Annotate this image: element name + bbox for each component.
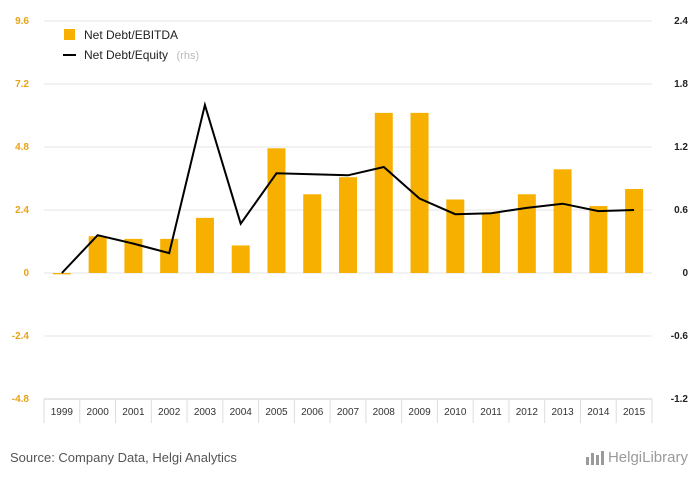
- right-tick-label: -1.2: [671, 394, 689, 405]
- bar: [124, 238, 143, 273]
- left-tick-label: 4.8: [15, 142, 29, 153]
- legend-label-line-group: Net Debt/Equity (rhs): [84, 46, 199, 63]
- bar: [195, 217, 214, 273]
- legend: Net Debt/EBITDA Net Debt/Equity (rhs): [63, 28, 199, 63]
- x-tick-label: 2010: [444, 407, 467, 418]
- right-tick-label: 0: [682, 268, 688, 279]
- bar: [231, 245, 250, 273]
- left-tick-label: 9.6: [15, 16, 29, 27]
- legend-swatch-bar: [64, 29, 75, 40]
- left-axis-ticks: 9.6 7.2 4.8 2.4 0 -2.4 -4.8: [12, 16, 30, 405]
- right-tick-label: -0.6: [671, 331, 689, 342]
- bar: [52, 273, 71, 275]
- x-tick-label: 2006: [301, 407, 324, 418]
- right-tick-label: 0.6: [674, 205, 688, 216]
- left-tick-label: 0: [23, 268, 29, 279]
- x-tick-label: 2005: [265, 407, 288, 418]
- x-tick-label: 2001: [122, 407, 145, 418]
- x-tick-label: 2000: [87, 407, 110, 418]
- left-tick-label: 7.2: [15, 79, 29, 90]
- legend-label-bar: Net Debt/EBITDA: [84, 28, 178, 42]
- library-icon: [585, 450, 604, 465]
- x-tick-label: 2009: [408, 407, 431, 418]
- bar: [267, 148, 286, 273]
- bar: [517, 194, 536, 273]
- x-tick-label: 1999: [51, 407, 74, 418]
- bar: [374, 112, 393, 273]
- x-tick-label: 2014: [587, 407, 610, 418]
- right-tick-label: 1.8: [674, 79, 688, 90]
- left-tick-label: 2.4: [15, 205, 29, 216]
- bar: [553, 169, 572, 273]
- bar: [88, 236, 107, 273]
- x-tick-label: 2012: [516, 407, 539, 418]
- x-axis-frame: [43, 398, 653, 423]
- left-tick-label: -4.8: [12, 394, 30, 405]
- x-tick-label: 2003: [194, 407, 217, 418]
- legend-rhs-note: (rhs): [177, 50, 200, 62]
- bar: [482, 212, 501, 273]
- x-tick-label: 2013: [551, 407, 574, 418]
- x-axis-ticks: 1999 2000 2001 2002 2003 2004 2005 2006 2007 2008…: [51, 407, 646, 418]
- line-series-path: [61, 101, 635, 274]
- line-series: [61, 101, 635, 274]
- brand-logo: HelgiLibrary: [585, 449, 688, 466]
- bar: [625, 189, 644, 273]
- chart: 9.6 7.2 4.8 2.4 0 -2.4 -4.8 2.4 1.8 1.2 0.6 0 -0.6 -…: [12, 16, 689, 423]
- right-axis-ticks: 2.4 1.8 1.2 0.6 0 -0.6 -1.2: [671, 16, 689, 405]
- x-tick-label: 2002: [158, 407, 181, 418]
- bar: [410, 112, 429, 273]
- bar: [339, 177, 357, 273]
- bar: [160, 238, 179, 273]
- bar: [303, 194, 322, 273]
- x-tick-label: 2004: [230, 407, 253, 418]
- legend-label-line: Net Debt/Equity: [84, 48, 168, 62]
- right-tick-label: 2.4: [674, 16, 688, 27]
- x-tick-label: 2011: [480, 407, 502, 418]
- left-tick-label: -2.4: [12, 331, 30, 342]
- x-tick-label: 2008: [373, 407, 396, 418]
- x-tick-label: 2007: [337, 407, 360, 418]
- right-tick-label: 1.2: [674, 142, 688, 153]
- bar-series: [52, 112, 644, 275]
- source-footer: Source: Company Data, Helgi Analytics: [10, 450, 237, 465]
- bar: [589, 206, 608, 273]
- brand-name: HelgiLibrary: [607, 449, 688, 466]
- bar: [446, 199, 465, 273]
- x-tick-label: 2015: [623, 407, 646, 418]
